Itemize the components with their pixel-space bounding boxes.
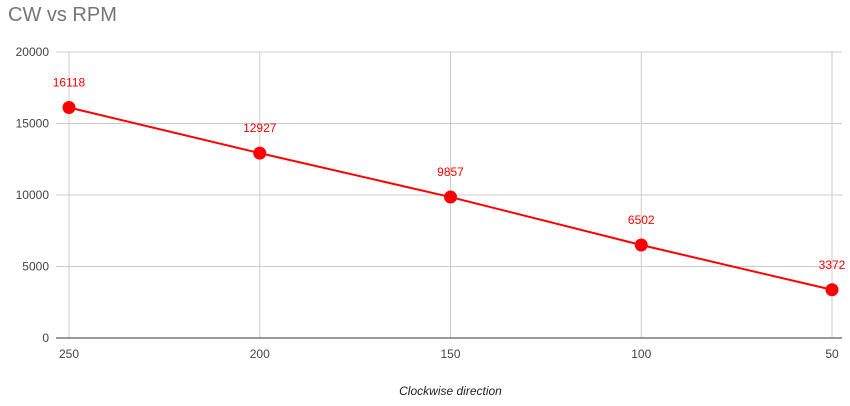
data-label: 3372 [819,258,846,272]
x-axis-tick-labels: 250 200 150 100 50 [59,347,839,361]
data-point [444,190,457,204]
data-label: 12927 [243,121,277,135]
data-points [62,101,839,297]
chart-title: CW vs RPM [8,4,117,26]
data-point [825,283,839,297]
y-tick-label: 10000 [16,188,50,202]
y-tick-label: 0 [42,331,49,345]
x-tick-label: 50 [825,347,839,361]
y-axis-tick-labels: 0 5000 10000 15000 20000 [16,45,50,345]
data-label: 16118 [53,76,86,90]
x-gridlines [68,52,833,338]
x-tick-label: 250 [59,347,79,361]
data-label: 6502 [628,213,655,227]
y-tick-label: 5000 [22,260,49,274]
x-tick-label: 150 [440,347,460,361]
x-axis-title: Clockwise direction [399,384,502,398]
data-label: 9857 [437,165,464,179]
data-labels: 16118 12927 9857 6502 3372 [53,76,846,272]
y-tick-label: 20000 [16,45,50,59]
y-tick-label: 15000 [16,117,50,131]
x-tick-label: 100 [631,347,651,361]
data-point [62,101,76,115]
y-gridlines [56,51,842,267]
data-point [253,146,267,160]
data-point [634,238,648,252]
x-tick-label: 200 [250,347,270,361]
